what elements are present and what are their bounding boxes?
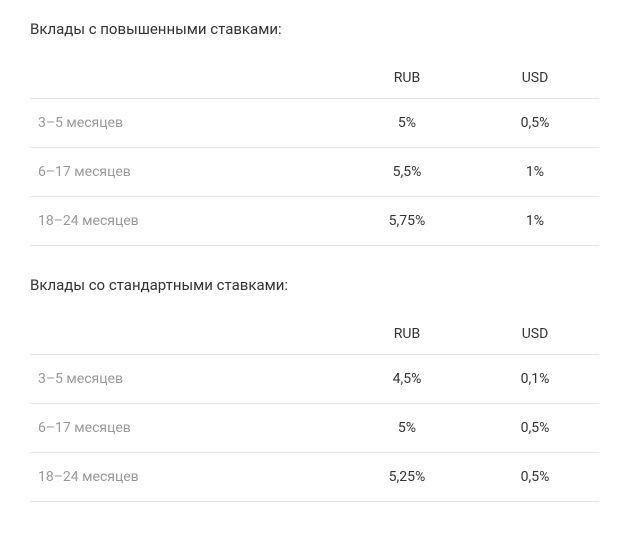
section-title: Вклады с повышенными ставками:: [30, 20, 599, 38]
table-row: 18–24 месяцев 5,25% 0,5%: [30, 453, 599, 502]
section-title: Вклады со стандартными ставками:: [30, 276, 599, 294]
table-row: 3–5 месяцев 5% 0,5%: [30, 99, 599, 148]
table-header-row: RUB USD: [30, 314, 599, 355]
cell-term: 6–17 месяцев: [30, 148, 343, 197]
column-header-usd: USD: [471, 58, 599, 99]
cell-rub: 5,75%: [343, 197, 471, 246]
deposits-high-rates-section: Вклады с повышенными ставками: RUB USD 3…: [30, 20, 599, 246]
rates-table-high: RUB USD 3–5 месяцев 5% 0,5% 6–17 месяцев…: [30, 58, 599, 246]
rates-table-standard: RUB USD 3–5 месяцев 4,5% 0,1% 6–17 месяц…: [30, 314, 599, 502]
cell-term: 3–5 месяцев: [30, 99, 343, 148]
cell-term: 6–17 месяцев: [30, 404, 343, 453]
cell-rub: 5%: [343, 99, 471, 148]
cell-usd: 1%: [471, 197, 599, 246]
table-row: 18–24 месяцев 5,75% 1%: [30, 197, 599, 246]
deposits-standard-rates-section: Вклады со стандартными ставками: RUB USD…: [30, 276, 599, 502]
cell-usd: 0,1%: [471, 355, 599, 404]
column-header-rub: RUB: [343, 314, 471, 355]
column-header-usd: USD: [471, 314, 599, 355]
column-header-term: [30, 314, 343, 355]
cell-usd: 1%: [471, 148, 599, 197]
cell-rub: 5,5%: [343, 148, 471, 197]
cell-usd: 0,5%: [471, 404, 599, 453]
table-header-row: RUB USD: [30, 58, 599, 99]
cell-usd: 0,5%: [471, 453, 599, 502]
cell-term: 18–24 месяцев: [30, 197, 343, 246]
table-row: 3–5 месяцев 4,5% 0,1%: [30, 355, 599, 404]
cell-term: 3–5 месяцев: [30, 355, 343, 404]
table-row: 6–17 месяцев 5,5% 1%: [30, 148, 599, 197]
cell-rub: 4,5%: [343, 355, 471, 404]
table-row: 6–17 месяцев 5% 0,5%: [30, 404, 599, 453]
cell-rub: 5,25%: [343, 453, 471, 502]
cell-usd: 0,5%: [471, 99, 599, 148]
cell-rub: 5%: [343, 404, 471, 453]
cell-term: 18–24 месяцев: [30, 453, 343, 502]
column-header-rub: RUB: [343, 58, 471, 99]
column-header-term: [30, 58, 343, 99]
